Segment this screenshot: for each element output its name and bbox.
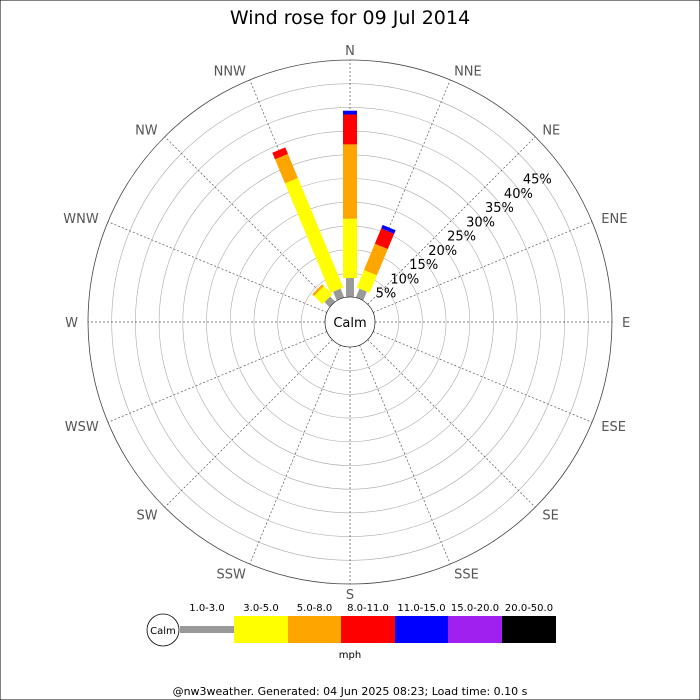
radial-tick-label: 20% bbox=[428, 244, 457, 259]
legend-bin-label: 11.0-15.0 bbox=[397, 603, 445, 614]
calm-circle bbox=[324, 296, 376, 348]
bar-segment bbox=[346, 278, 354, 297]
bar-segment bbox=[363, 243, 388, 276]
bar-segment bbox=[272, 147, 288, 160]
calm-label: Calm bbox=[333, 316, 366, 331]
radial-tick-label: 45% bbox=[523, 173, 552, 188]
spoke-ssw bbox=[249, 344, 341, 565]
radial-tick-label: 10% bbox=[390, 272, 419, 287]
direction-label-n: N bbox=[345, 44, 355, 59]
direction-label-ene: ENE bbox=[601, 212, 627, 227]
spoke-ne bbox=[367, 136, 536, 305]
direction-spokes bbox=[88, 60, 612, 584]
bar-segment bbox=[275, 153, 298, 184]
chart-title: Wind rose for 09 Jul 2014 bbox=[230, 7, 470, 29]
bar-segment bbox=[381, 224, 396, 234]
spoke-nw bbox=[164, 136, 333, 305]
spoke-nne bbox=[359, 79, 451, 300]
direction-label-wnw: WNW bbox=[63, 212, 99, 227]
radial-tick-label: 35% bbox=[485, 201, 514, 216]
bar-segment bbox=[343, 110, 357, 115]
direction-label-sse: SSE bbox=[454, 567, 479, 582]
bar-n bbox=[343, 110, 357, 297]
bar-nne bbox=[355, 224, 396, 301]
direction-label-ssw: SSW bbox=[217, 567, 247, 582]
bar-segment bbox=[343, 144, 357, 219]
direction-label-nne: NNE bbox=[454, 65, 482, 80]
footer-text: @nw3weather. Generated: 04 Jun 2025 08:2… bbox=[173, 685, 528, 698]
bar-nnw bbox=[272, 147, 345, 301]
spoke-se bbox=[367, 339, 536, 508]
radial-tick-label: 40% bbox=[504, 187, 533, 202]
legend-units-label: mph bbox=[339, 650, 361, 661]
radial-tick-label: 30% bbox=[466, 215, 495, 230]
direction-label-se: SE bbox=[542, 508, 558, 523]
direction-label-sw: SW bbox=[137, 508, 158, 523]
legend-bin-label: 1.0-3.0 bbox=[189, 603, 224, 614]
direction-label-w: W bbox=[65, 316, 78, 331]
legend-swatch bbox=[341, 616, 395, 643]
radial-tick-label: 25% bbox=[447, 230, 476, 245]
direction-labels: N NNE NE ENE E ESE SE SSE S SSW SW WSW W WNW NW NNW bbox=[63, 44, 630, 603]
radial-tick-label: 15% bbox=[409, 258, 438, 273]
legend-bin-label: 20.0-50.0 bbox=[505, 603, 553, 614]
bar-segment bbox=[333, 288, 345, 301]
legend-swatch bbox=[288, 616, 341, 643]
bar-nw bbox=[312, 284, 336, 308]
legend-bin-label: 3.0-5.0 bbox=[243, 603, 278, 614]
speed-legend: Calm 1.0-3.0 3.0-5.0 5.0-8.0 8.0-11.0 11.0-15… bbox=[146, 603, 556, 661]
bar-segment bbox=[312, 284, 324, 296]
direction-label-nw: NW bbox=[135, 124, 158, 139]
spoke-wnw bbox=[107, 221, 328, 313]
bar-segment bbox=[284, 177, 344, 293]
legend-calm-label: Calm bbox=[150, 626, 176, 637]
legend-bin-label: 5.0-8.0 bbox=[297, 603, 332, 614]
legend-swatch bbox=[180, 626, 234, 633]
direction-label-ese: ESE bbox=[601, 420, 626, 435]
bar-segment bbox=[324, 296, 336, 308]
direction-label-e: E bbox=[622, 316, 630, 331]
bar-segment bbox=[343, 114, 357, 145]
bar-segment bbox=[313, 285, 333, 305]
legend-swatch bbox=[395, 616, 448, 643]
direction-label-ne: NE bbox=[542, 124, 560, 139]
legend-bin-label: 8.0-11.0 bbox=[347, 603, 389, 614]
wind-bars bbox=[272, 110, 396, 308]
spoke-ese bbox=[372, 331, 593, 423]
spoke-wsw bbox=[107, 331, 328, 423]
spoke-sw bbox=[164, 339, 333, 508]
direction-label-nnw: NNW bbox=[214, 65, 246, 80]
legend-swatch bbox=[234, 616, 288, 643]
bar-segment bbox=[374, 228, 395, 250]
bar-segment bbox=[343, 218, 357, 279]
radial-tick-labels: 5%10%15%20%25%30%35%40%45% bbox=[376, 173, 552, 302]
legend-calm-circle bbox=[146, 613, 180, 647]
legend-bin-label: 15.0-20.0 bbox=[451, 603, 499, 614]
calm-center: Calm bbox=[324, 296, 376, 348]
direction-label-wsw: WSW bbox=[65, 420, 99, 435]
spoke-ene bbox=[372, 221, 593, 313]
radial-tick-label: 5% bbox=[376, 287, 397, 302]
direction-label-s: S bbox=[346, 588, 354, 603]
bar-segment bbox=[355, 288, 367, 301]
bar-segment bbox=[356, 269, 377, 293]
spoke-sse bbox=[359, 344, 451, 565]
legend-swatch bbox=[502, 616, 556, 643]
spoke-nnw bbox=[249, 79, 341, 300]
legend-swatch bbox=[448, 616, 502, 643]
